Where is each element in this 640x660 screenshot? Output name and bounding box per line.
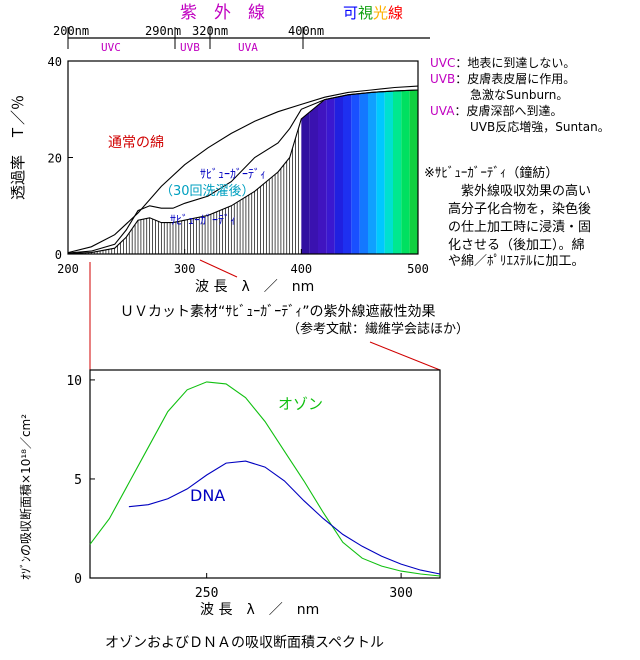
tick-label-400nm: 400nm xyxy=(288,24,324,38)
axis-ticks: 200 300 400 500 0 20 40 xyxy=(48,55,429,276)
label-cotton: 通常の綿 xyxy=(108,135,164,151)
spectrum-band xyxy=(309,105,318,254)
absorption-chart: 250 300 0 5 10 ｵｿﾞﾝの吸収断面積×10¹⁸／cm² 波 長 λ ／ n… xyxy=(18,369,441,651)
spectrum-band xyxy=(343,94,352,254)
series-group-2 xyxy=(89,381,441,577)
series-group xyxy=(67,85,419,255)
uv-notes: UVC：地表に到達しない。 UVB：皮膚表皮層に作用。 急激なSunburn。 … xyxy=(424,56,610,269)
x-axis-label-2: 波 長 λ ／ nm xyxy=(200,602,319,618)
spectrum-band xyxy=(359,92,368,254)
note-uva-text: ：皮膚深部へ到達。 xyxy=(454,103,562,118)
spectrum-band xyxy=(351,93,360,254)
label-ozone: オゾン xyxy=(278,395,323,413)
label-sabu: ｻﾋﾞｭｰｶﾞｰﾃﾞｨ xyxy=(170,213,236,227)
note-uva-key: UVA xyxy=(430,104,455,118)
note-uva: UVA：皮膚深部へ到達。 xyxy=(430,103,562,118)
spectrum-band xyxy=(318,99,327,254)
x-tick-label: 300 xyxy=(389,586,412,601)
x-axis-label: 波 長 λ ／ nm xyxy=(195,279,314,295)
ozone-curve xyxy=(89,381,441,577)
sabuguard-note-4: 化させる（後加工）。綿 xyxy=(448,238,585,253)
label-dna: DNA xyxy=(190,486,225,505)
tick-label-320nm: 320nm xyxy=(192,24,228,38)
uv-hatch-fill xyxy=(67,128,299,254)
y-tick-label: 0 xyxy=(74,572,82,587)
series-line-0 xyxy=(67,85,419,254)
tick-label-290nm: 290nm xyxy=(145,24,181,38)
zoom-pointer xyxy=(199,259,238,278)
sabuguard-note-3: の仕上加工時に浸漬・固 xyxy=(448,220,591,235)
spectrum-band xyxy=(384,91,393,254)
band-uvc: UVC xyxy=(101,41,121,54)
note-uvb-line2: 急激なSunburn。 xyxy=(470,87,568,102)
x-tick-label: 500 xyxy=(407,262,429,276)
label-washed-line2: （30回洗濯後） xyxy=(160,184,255,199)
spectrum-band xyxy=(409,89,418,254)
y-tick-label: 5 xyxy=(74,473,82,488)
x-tick-label: 200 xyxy=(57,262,79,276)
spectrum-band xyxy=(376,91,385,254)
series-line-2 xyxy=(67,89,419,255)
y-axis-label-2: ｵｿﾞﾝの吸収断面積×10¹⁸／cm² xyxy=(18,414,33,580)
visible-label-char: 線 xyxy=(388,4,403,22)
y-axis-label: 透過率 Ｔ／％ xyxy=(9,95,27,200)
zoom-connector-right xyxy=(369,341,441,371)
tick-label-200nm: 200nm xyxy=(53,24,89,38)
uv-label: 紫 外 線 xyxy=(180,3,265,23)
visible-label-char: 光 xyxy=(373,4,388,22)
sabuguard-note-2: 高分子化合物を，染色後 xyxy=(448,201,591,217)
spectrum-band xyxy=(334,95,343,254)
y-tick-label: 10 xyxy=(66,374,82,389)
note-uvb-key: UVB xyxy=(430,72,455,86)
sabuguard-note-5: や綿／ﾎﾟﾘｴｽﾃﾙに加工。 xyxy=(448,254,585,269)
axis-ticks-2: 250 300 0 5 10 xyxy=(66,374,413,601)
spectrum-band xyxy=(393,90,402,254)
note-uvc-key: UVC xyxy=(430,56,455,70)
spectrum-band xyxy=(368,92,377,254)
visible-light-label: 可視光線 xyxy=(343,4,403,22)
band-uvb: UVB xyxy=(180,41,200,54)
chart2-title: オゾンおよびＤＮＡの吸収断面積スペクトル xyxy=(105,635,384,651)
visible-label-char: 可 xyxy=(343,4,358,22)
y-tick-label: 40 xyxy=(48,55,62,69)
transmittance-chart: 200 300 400 500 0 20 40 透過率 Ｔ／％ 波 長 λ ／ nm 通常の… xyxy=(9,55,469,337)
spectrum-band xyxy=(401,90,410,254)
spectrum-band xyxy=(301,112,310,254)
chart1-subtitle: （参考文献：繊維学会誌ほか） xyxy=(287,321,469,337)
band-uva: UVA xyxy=(238,41,258,54)
sabuguard-note-1: 紫外線吸収効果の高い xyxy=(461,183,591,199)
plot-frame-2 xyxy=(89,369,441,579)
note-uvc-text: ：地表に到達しない。 xyxy=(455,56,575,70)
x-tick-label: 400 xyxy=(290,262,312,276)
spectrum-bar: 紫 外 線 可視光線 200nm 290nm 320nm 400nm UVC U… xyxy=(53,3,430,54)
chart1-title: ＵＶカット素材“ｻﾋﾞｭｰｶﾞｰﾃﾞｨ”の紫外線遮蔽性効果 xyxy=(120,304,436,320)
x-tick-label: 250 xyxy=(195,586,218,601)
x-tick-label: 300 xyxy=(174,262,196,276)
note-uvb-text: ：皮膚表皮層に作用。 xyxy=(455,71,575,86)
note-uvc: UVC：地表に到達しない。 xyxy=(430,56,575,70)
y-tick-label: 0 xyxy=(55,248,62,262)
visible-label-char: 視 xyxy=(358,4,373,22)
note-uvb: UVB：皮膚表皮層に作用。 xyxy=(430,71,575,86)
label-washed-line1: ｻﾋﾞｭｰｶﾞｰﾃﾞｨ xyxy=(200,167,266,181)
sabuguard-note-0: ※ｻﾋﾞｭｰｶﾞｰﾃﾞｨ（鐘紡） xyxy=(424,165,558,181)
note-uva-line2: UVB反応増強，Suntan。 xyxy=(470,120,610,134)
y-tick-label: 20 xyxy=(48,152,62,166)
dna-curve xyxy=(128,460,441,575)
visible-spectrum-fill xyxy=(301,89,418,255)
spectrum-band xyxy=(326,97,335,255)
